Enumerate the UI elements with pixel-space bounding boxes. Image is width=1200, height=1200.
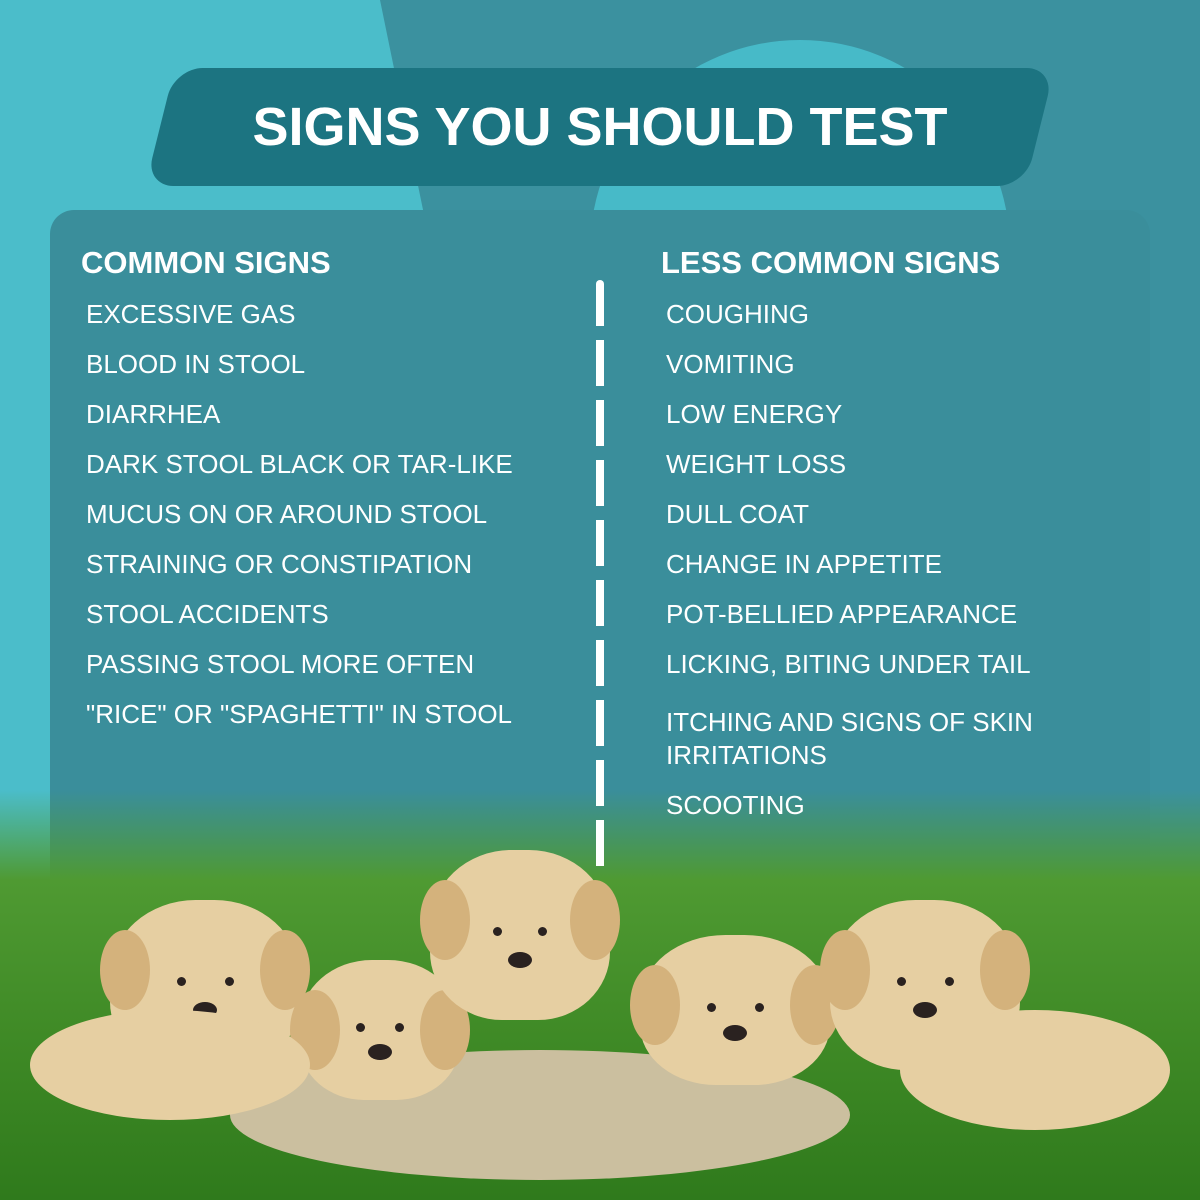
- common-sign-item: EXCESSIVE GAS: [86, 299, 296, 329]
- common-sign-item: STOOL ACCIDENTS: [86, 599, 329, 629]
- common-sign-item: DARK STOOL BLACK OR TAR-LIKE: [86, 449, 513, 479]
- common-sign-item: "RICE" OR "SPAGHETTI" IN STOOL: [86, 699, 513, 729]
- less-common-sign-item: COUGHING: [666, 299, 809, 329]
- less-common-sign-item: LICKING, BITING UNDER TAIL: [666, 649, 1031, 679]
- less-common-sign-item: CHANGE IN APPETITE: [666, 549, 942, 579]
- less-common-sign-item: SCOOTING: [666, 790, 805, 820]
- common-sign-item: PASSING STOOL MORE OFTEN: [86, 649, 475, 679]
- less-common-sign-item: POT-BELLIED APPEARANCE: [666, 599, 1018, 629]
- common-sign-item: MUCUS ON OR AROUND STOOL: [86, 499, 488, 529]
- common-sign-item: STRAINING OR CONSTIPATION: [86, 549, 473, 579]
- puppy: [630, 935, 840, 1085]
- puppy-body: [30, 1010, 310, 1120]
- common-sign-item: BLOOD IN STOOL: [86, 349, 306, 379]
- less-common-sign-item: DULL COAT: [666, 499, 810, 529]
- less-common-sign-item: LOW ENERGY: [666, 399, 843, 429]
- page-title: SIGNS YOU SHOULD TEST: [252, 97, 948, 157]
- column-divider: [596, 280, 604, 870]
- less-common-signs-heading: LESS COMMON SIGNS: [661, 245, 1001, 280]
- puppy-body: [900, 1010, 1170, 1130]
- less-common-sign-item: ITCHING AND SIGNS OF SKIN IRRITATIONS: [666, 707, 1033, 770]
- less-common-sign-item: VOMITING: [666, 349, 795, 379]
- common-signs-heading: COMMON SIGNS: [81, 245, 331, 280]
- common-sign-item: DIARRHEA: [86, 399, 221, 429]
- puppy: [420, 850, 620, 1020]
- less-common-sign-item: WEIGHT LOSS: [666, 449, 847, 479]
